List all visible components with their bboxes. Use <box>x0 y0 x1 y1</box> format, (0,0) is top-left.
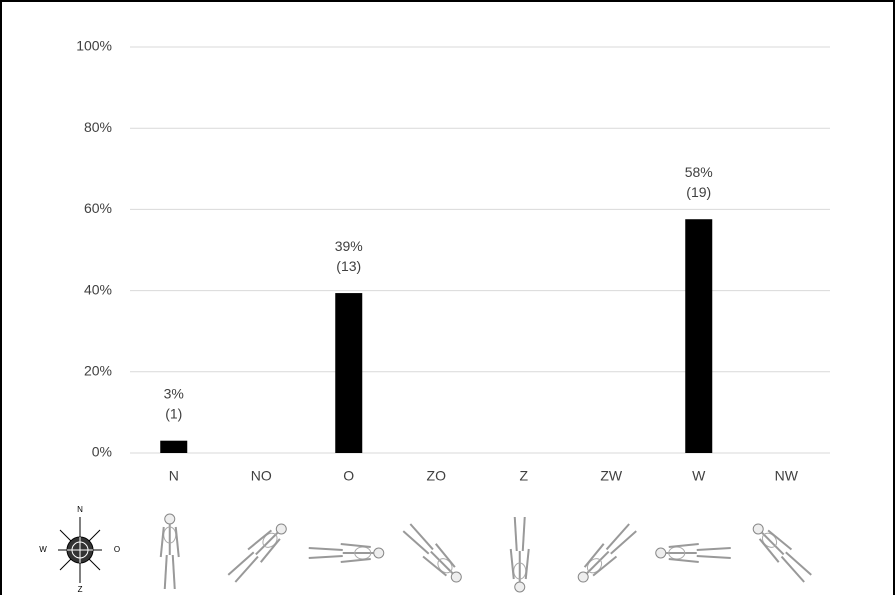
skull <box>655 547 667 559</box>
y-tick-label: 60% <box>84 200 112 216</box>
compass-west: W <box>39 545 47 554</box>
compass-east: O <box>114 545 120 554</box>
count-label: (19) <box>686 184 711 200</box>
leg <box>308 547 343 551</box>
y-tick-label: 40% <box>84 281 112 297</box>
skeleton-icon <box>509 516 530 593</box>
arm <box>592 555 618 577</box>
spine <box>255 531 279 556</box>
x-tick-label: ZO <box>427 468 447 484</box>
y-tick-label: 20% <box>84 363 112 379</box>
leg <box>521 516 526 552</box>
y-tick-label: 0% <box>92 444 112 460</box>
arm <box>524 548 530 580</box>
x-tick-label: N <box>169 468 179 484</box>
arm <box>159 526 165 558</box>
count-label: (13) <box>336 258 361 274</box>
arm <box>435 543 456 568</box>
skeleton-icon <box>308 543 385 563</box>
bar <box>685 219 713 453</box>
arm <box>758 538 780 563</box>
arm <box>767 529 793 551</box>
count-label: (1) <box>165 405 182 421</box>
leg <box>605 523 630 551</box>
value-label: 58% <box>685 164 713 180</box>
arm <box>668 543 699 548</box>
leg <box>308 555 343 559</box>
leg <box>696 547 731 551</box>
leg <box>227 551 255 576</box>
arm <box>340 558 371 563</box>
skeleton-icon <box>227 523 287 583</box>
leg <box>780 555 805 583</box>
skeleton-icon <box>577 523 637 583</box>
arm <box>509 548 515 580</box>
value-label: 3% <box>164 385 184 401</box>
y-tick-label: 100% <box>76 38 112 54</box>
arm <box>668 558 699 563</box>
x-tick-label: O <box>343 468 354 484</box>
arm <box>422 555 448 577</box>
y-tick-label: 80% <box>84 119 112 135</box>
leg <box>402 530 430 555</box>
skeleton-icon <box>402 523 462 583</box>
arm <box>583 543 605 568</box>
skull <box>450 571 462 583</box>
leg <box>234 555 259 583</box>
leg <box>610 530 637 555</box>
x-tick-label: NO <box>251 468 272 484</box>
compass: N O Z W <box>39 505 120 594</box>
skeleton-icon <box>655 543 731 563</box>
skeleton-icon <box>752 523 812 583</box>
skull <box>275 523 287 535</box>
compass-north: N <box>77 505 83 514</box>
leg <box>513 516 518 552</box>
spine <box>586 550 610 575</box>
value-label: 39% <box>335 238 363 254</box>
skull <box>373 547 385 559</box>
x-tick-label: Z <box>519 468 528 484</box>
arm <box>340 543 371 548</box>
skeleton-icon <box>159 513 180 590</box>
leg <box>409 523 434 551</box>
arm <box>260 538 281 563</box>
x-tick-label: ZW <box>600 468 623 484</box>
skull <box>752 523 764 535</box>
x-tick-label: NW <box>775 468 799 484</box>
leg <box>163 554 168 590</box>
bar <box>160 440 188 453</box>
arm <box>174 526 180 558</box>
leg <box>785 551 812 576</box>
compass-south: Z <box>78 585 83 594</box>
skull <box>577 571 589 583</box>
spine <box>430 550 454 575</box>
bar <box>335 293 363 453</box>
skull <box>164 513 176 525</box>
leg <box>171 554 176 590</box>
skull <box>514 581 526 593</box>
spine <box>761 531 785 556</box>
x-tick-label: W <box>692 468 706 484</box>
leg <box>696 555 731 559</box>
arm <box>247 529 273 551</box>
